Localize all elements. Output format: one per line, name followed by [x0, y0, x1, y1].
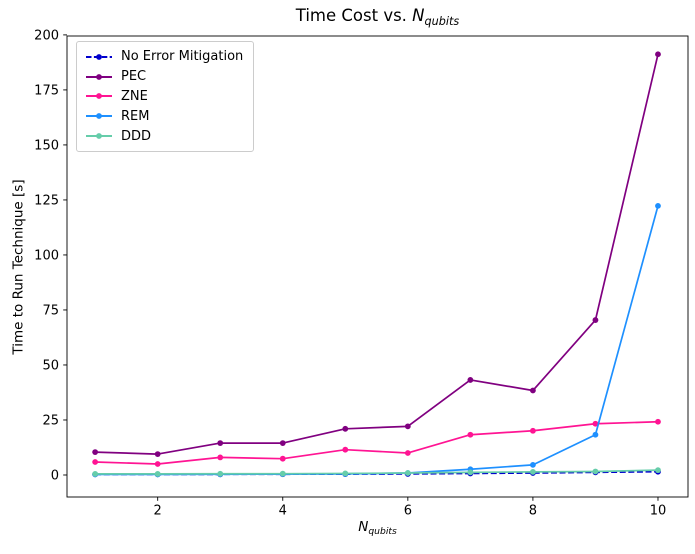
data-point-marker — [279, 455, 286, 462]
series-zne — [92, 418, 661, 467]
series-line — [95, 420, 659, 465]
legend-line-sample-icon — [86, 73, 112, 80]
series-pec — [92, 51, 661, 457]
data-point-marker — [530, 461, 536, 468]
data-point-marker — [592, 468, 599, 475]
y-tick-label: 75 — [42, 303, 59, 318]
y-tick-label: 175 — [34, 83, 59, 98]
y-tick-label: 100 — [34, 248, 59, 263]
y-tick-label: 200 — [34, 28, 59, 43]
data-point-marker — [217, 470, 224, 477]
data-point-marker — [592, 420, 599, 427]
legend-entry-zne: ZNE — [85, 87, 243, 107]
data-point-marker — [404, 450, 411, 456]
x-axis-label: Nqubits — [67, 519, 688, 537]
x-tick-label: 2 — [154, 504, 162, 519]
data-point-marker — [342, 446, 349, 453]
data-point-marker — [92, 449, 99, 456]
data-point-marker — [467, 431, 474, 438]
x-axis-ticks: 2 4 6 8 10 — [154, 497, 667, 519]
chart-title: Time Cost vs. Nqubits — [67, 6, 688, 28]
data-point-marker — [530, 469, 536, 475]
legend-box: No Error Mitigation PEC ZNE REM DDD — [76, 41, 255, 152]
data-point-marker — [92, 470, 99, 477]
data-point-marker — [92, 459, 99, 465]
x-axis-label-subscript: qubits — [368, 526, 397, 538]
data-point-marker — [655, 202, 661, 209]
data-point-marker — [655, 51, 661, 58]
data-point-marker — [279, 440, 286, 446]
data-point-marker — [217, 440, 224, 446]
data-point-marker — [467, 377, 474, 383]
x-axis-label-variable: N — [358, 519, 369, 535]
data-point-marker — [279, 470, 286, 477]
legend-line-sample-icon — [86, 93, 112, 100]
legend-label: PEC — [121, 69, 147, 85]
data-point-marker — [655, 418, 661, 425]
data-point-marker — [154, 470, 161, 477]
y-axis-label: Time to Run Technique [s] — [10, 179, 27, 355]
legend-label: ZNE — [121, 88, 148, 104]
data-point-marker — [467, 469, 474, 476]
y-tick-label: 50 — [42, 358, 59, 373]
series-line — [95, 470, 658, 476]
data-point-marker — [404, 470, 411, 476]
legend-label: DDD — [121, 128, 152, 144]
legend-line-sample-icon — [86, 133, 112, 139]
data-point-marker — [592, 431, 599, 438]
x-tick-label: 8 — [529, 504, 537, 519]
series-ddd — [92, 467, 661, 477]
legend-line-sample-icon — [86, 53, 112, 60]
y-tick-label: 125 — [34, 193, 59, 208]
legend-entry-rem: REM — [85, 106, 243, 126]
data-point-marker — [342, 425, 349, 432]
data-point-marker — [655, 467, 661, 474]
legend-entry-no-error-mitigation: No Error Mitigation — [85, 47, 243, 67]
legend-label: No Error Mitigation — [121, 49, 244, 65]
legend-entry-ddd: DDD — [85, 126, 243, 146]
data-point-marker — [154, 451, 161, 457]
legend-label: REM — [121, 108, 150, 124]
data-point-marker — [154, 461, 161, 467]
y-tick-label: 25 — [42, 413, 59, 428]
x-tick-label: 6 — [404, 504, 412, 519]
data-point-marker — [530, 427, 536, 434]
data-point-marker — [592, 317, 599, 323]
data-point-marker — [404, 423, 411, 430]
y-tick-label: 150 — [34, 138, 59, 153]
x-tick-label: 10 — [650, 504, 667, 519]
legend-line-sample-icon — [86, 113, 112, 120]
data-point-marker — [530, 387, 536, 394]
data-point-marker — [342, 470, 349, 477]
legend-entry-pec: PEC — [85, 67, 243, 87]
data-point-marker — [217, 454, 224, 461]
chart-title-subscript: qubits — [424, 14, 460, 28]
y-axis-ticks: 0 25 50 75 100 125 150 175 200 — [34, 28, 67, 483]
chart-title-text: Time Cost vs. — [295, 6, 413, 25]
series-line — [95, 469, 658, 475]
series-line — [95, 54, 659, 455]
x-tick-label: 4 — [279, 504, 287, 519]
chart-title-variable: N — [412, 6, 425, 25]
y-tick-label: 0 — [51, 468, 59, 483]
